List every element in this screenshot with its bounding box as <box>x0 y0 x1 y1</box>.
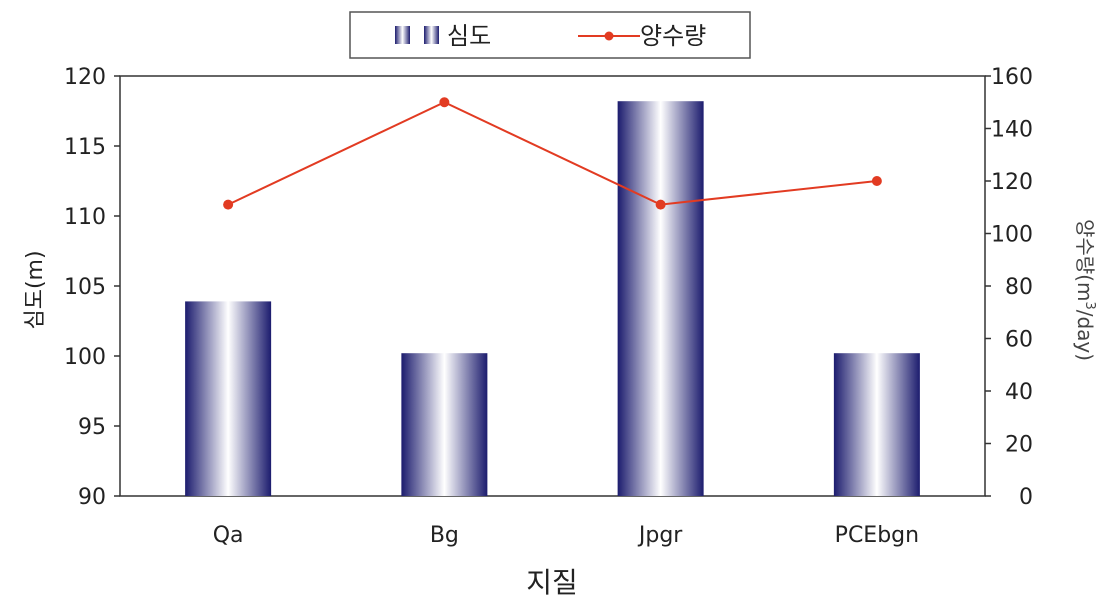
legend-label-depth: 심도 <box>447 22 491 50</box>
y-tick-label: 105 <box>64 275 106 300</box>
pumping-line <box>227 101 877 206</box>
legend-bar-swatch-2 <box>424 26 439 44</box>
y-tick-label: 110 <box>64 205 106 230</box>
y-tick-label: 115 <box>64 135 106 160</box>
y-tick-label: 90 <box>78 485 106 510</box>
y2-axis-title: 양수량(m3/day) <box>1073 219 1097 361</box>
legend: 심도 양수량 <box>349 11 751 59</box>
left-axis-ticks: 90 95 100 105 110 115 120 <box>64 65 120 510</box>
y2-tick-label: 100 <box>991 223 1033 248</box>
y-axis-title: 심도(m) <box>23 250 48 329</box>
pumping-point-qa <box>223 199 234 210</box>
bar-pcebgn <box>833 353 920 496</box>
y2-tick-label: 20 <box>1005 433 1033 458</box>
y2-axis-title-suffix: /day) <box>1073 310 1097 361</box>
y2-tick-label: 0 <box>1019 485 1033 510</box>
pumping-point-jpgr <box>655 199 666 210</box>
bar-series <box>185 101 920 496</box>
legend-bar-swatch-1 <box>395 26 410 44</box>
pumping-point-bg <box>439 97 450 108</box>
x-tick-label: Bg <box>430 523 459 548</box>
y-tick-label: 100 <box>64 345 106 370</box>
y-tick-label: 95 <box>78 415 106 440</box>
y2-tick-label: 60 <box>1005 328 1033 353</box>
legend-box <box>349 11 751 59</box>
category-labels: Qa Bg Jpgr PCEbgn <box>213 523 919 548</box>
bar-qa <box>185 301 272 496</box>
y2-tick-label: 160 <box>991 65 1033 90</box>
y2-axis-title-sup: 3 <box>1082 301 1097 309</box>
y2-tick-label: 120 <box>991 170 1033 195</box>
legend-line-marker <box>604 31 614 41</box>
bar-bg <box>401 353 488 496</box>
x-tick-label: Qa <box>213 523 244 548</box>
line-series <box>223 97 882 210</box>
legend-label-pumping: 양수량 <box>640 22 706 50</box>
y2-tick-label: 80 <box>1005 275 1033 300</box>
x-axis-title: 지질 <box>526 566 578 599</box>
y2-axis-title-prefix: 양수량(m <box>1073 219 1097 302</box>
y-tick-label: 120 <box>64 65 106 90</box>
bar-jpgr <box>617 101 704 496</box>
y2-tick-label: 40 <box>1005 380 1033 405</box>
y2-tick-label: 140 <box>991 118 1033 143</box>
x-tick-label: PCEbgn <box>835 523 919 548</box>
x-tick-label: Jpgr <box>637 523 683 548</box>
pumping-point-pcebgn <box>871 176 882 186</box>
right-axis-ticks: 0 20 40 60 80 100 120 140 160 <box>985 65 1033 510</box>
